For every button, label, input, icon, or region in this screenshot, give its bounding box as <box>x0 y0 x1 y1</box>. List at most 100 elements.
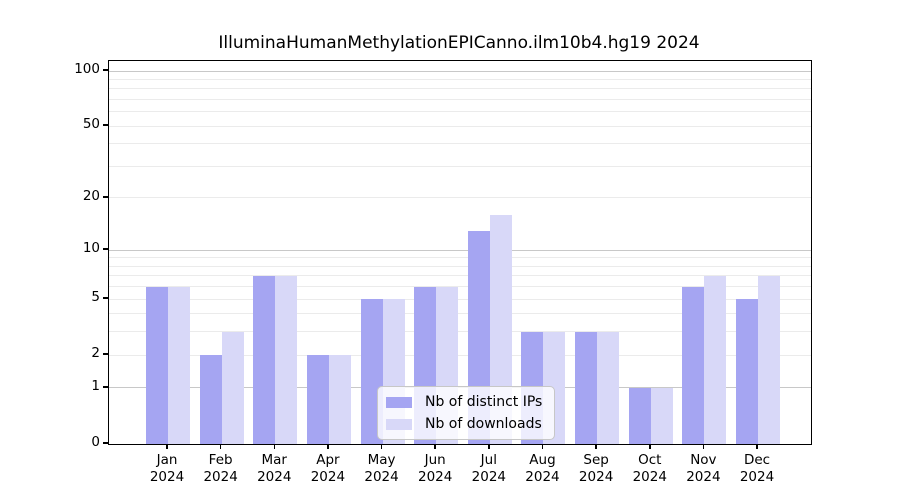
minor-gridline-50 <box>109 125 811 127</box>
minor-gridline-40 <box>109 143 811 145</box>
x-tick-year-May: 2024 <box>364 469 399 485</box>
x-tick-year-Dec: 2024 <box>739 469 775 485</box>
y-tick-mark-100 <box>103 69 108 71</box>
x-tick-label-Feb: Feb 2024 <box>189 452 253 486</box>
bar-downloads-Apr <box>328 355 351 444</box>
x-tick-label-May: May 2024 <box>350 452 414 486</box>
x-tick-label-Nov: Nov 2024 <box>671 452 735 486</box>
minor-gridline-4 <box>109 313 811 315</box>
chart-title: IlluminaHumanMethylationEPICanno.ilm10b4… <box>218 33 700 53</box>
legend-swatch-distinct-ips <box>386 396 412 408</box>
x-tick-year-Jan: 2024 <box>149 469 185 485</box>
y-tick-mark-2 <box>103 353 108 355</box>
x-tick-label-Jan: Jan 2024 <box>135 452 199 486</box>
x-tick-year-Jul: 2024 <box>471 469 506 485</box>
minor-gridline-7 <box>109 275 811 277</box>
x-tick-month-Nov: Nov <box>690 452 717 468</box>
y-tick-label-50: 50 <box>82 116 100 133</box>
x-tick-mark-Aug <box>541 444 544 449</box>
y-tick-mark-50 <box>103 124 108 126</box>
legend-swatch-downloads <box>386 418 412 430</box>
x-tick-mark-Dec <box>756 444 758 449</box>
minor-gridline-6 <box>109 286 811 288</box>
bar-ips-Apr <box>306 355 329 444</box>
bar-ips-Mar <box>253 275 276 444</box>
minor-gridline-3 <box>109 331 811 333</box>
x-tick-year-Aug: 2024 <box>525 469 560 485</box>
x-tick-mark-Feb <box>219 444 222 449</box>
x-tick-mark-Jun <box>434 444 436 449</box>
minor-gridline-30 <box>109 165 811 167</box>
minor-gridline-90 <box>109 78 811 80</box>
x-tick-year-Mar: 2024 <box>257 469 292 485</box>
x-tick-month-Aug: Aug <box>529 452 556 468</box>
y-tick-mark-1 <box>103 386 108 388</box>
y-tick-mark-5 <box>103 297 108 299</box>
x-tick-label-Aug: Aug 2024 <box>510 452 574 486</box>
minor-gridline-9 <box>109 257 811 259</box>
x-tick-month-Feb: Feb <box>208 452 233 468</box>
major-gridline-10 <box>109 249 811 251</box>
legend-row-downloads: Nb of downloads <box>386 416 542 432</box>
bar-ips-Jan <box>146 286 168 444</box>
x-tick-year-Apr: 2024 <box>310 469 346 485</box>
y-tick-label-0: 0 <box>91 434 100 450</box>
minor-gridline-80 <box>109 88 811 90</box>
x-tick-label-Sep: Sep 2024 <box>564 452 628 486</box>
x-tick-year-Oct: 2024 <box>632 469 667 485</box>
bar-downloads-Dec <box>758 275 781 444</box>
y-tick-label-2: 2 <box>91 345 100 362</box>
y-tick-label-5: 5 <box>91 289 100 306</box>
x-tick-year-Sep: 2024 <box>578 469 614 485</box>
legend-label-downloads: Nb of downloads <box>425 416 542 432</box>
y-tick-mark-10 <box>103 248 108 250</box>
x-tick-month-Oct: Oct <box>638 452 662 468</box>
x-tick-mark-Apr <box>327 444 329 449</box>
x-tick-month-May: May <box>367 452 396 468</box>
x-tick-label-Apr: Apr 2024 <box>296 452 360 486</box>
minor-gridline-20 <box>109 197 811 199</box>
legend: Nb of distinct IPs Nb of downloads <box>377 386 556 440</box>
bar-downloads-Nov <box>704 275 727 444</box>
x-tick-month-Jul: Jul <box>480 452 497 468</box>
x-tick-label-Mar: Mar 2024 <box>242 452 306 486</box>
x-tick-label-Jul: Jul 2024 <box>457 452 521 486</box>
y-tick-label-100: 100 <box>74 61 100 77</box>
x-tick-label-Dec: Dec 2024 <box>725 452 789 486</box>
y-tick-label-20: 20 <box>82 187 100 204</box>
x-tick-month-Jun: Jun <box>424 452 446 468</box>
bar-downloads-Feb <box>221 331 244 444</box>
x-tick-mark-Jan <box>166 444 168 449</box>
x-tick-mark-May <box>380 444 383 449</box>
x-tick-mark-Sep <box>595 444 597 449</box>
bar-downloads-Jan <box>168 286 190 444</box>
x-tick-month-Mar: Mar <box>261 452 287 468</box>
minor-gridline-8 <box>109 265 811 267</box>
x-tick-month-Jan: Jan <box>156 452 178 468</box>
minor-gridline-70 <box>109 98 811 100</box>
bar-downloads-Mar <box>275 275 298 444</box>
bar-ips-Feb <box>199 355 222 444</box>
bar-downloads-Oct <box>650 387 673 444</box>
y-tick-mark-20 <box>103 196 108 198</box>
x-tick-mark-Jul <box>488 444 490 449</box>
minor-gridline-2 <box>109 354 811 356</box>
minor-gridline-5 <box>109 298 811 300</box>
bar-ips-Dec <box>736 299 759 444</box>
bar-ips-Oct <box>628 387 651 444</box>
major-gridline-100 <box>109 70 811 72</box>
x-tick-mark-Mar <box>273 444 276 449</box>
legend-row-distinct-ips: Nb of distinct IPs <box>386 394 542 410</box>
legend-label-distinct-ips: Nb of distinct IPs <box>425 394 543 410</box>
x-tick-month-Apr: Apr <box>316 452 340 468</box>
x-tick-mark-Nov <box>702 444 705 449</box>
x-tick-year-Jun: 2024 <box>418 469 453 485</box>
x-tick-month-Sep: Sep <box>583 452 609 468</box>
y-tick-label-1: 1 <box>91 377 100 394</box>
x-tick-label-Oct: Oct 2024 <box>618 452 682 486</box>
x-tick-month-Dec: Dec <box>743 452 771 468</box>
bar-ips-Sep <box>575 331 598 444</box>
minor-gridline-60 <box>109 111 811 113</box>
x-tick-mark-Oct <box>649 444 651 449</box>
x-tick-year-Nov: 2024 <box>686 469 721 485</box>
